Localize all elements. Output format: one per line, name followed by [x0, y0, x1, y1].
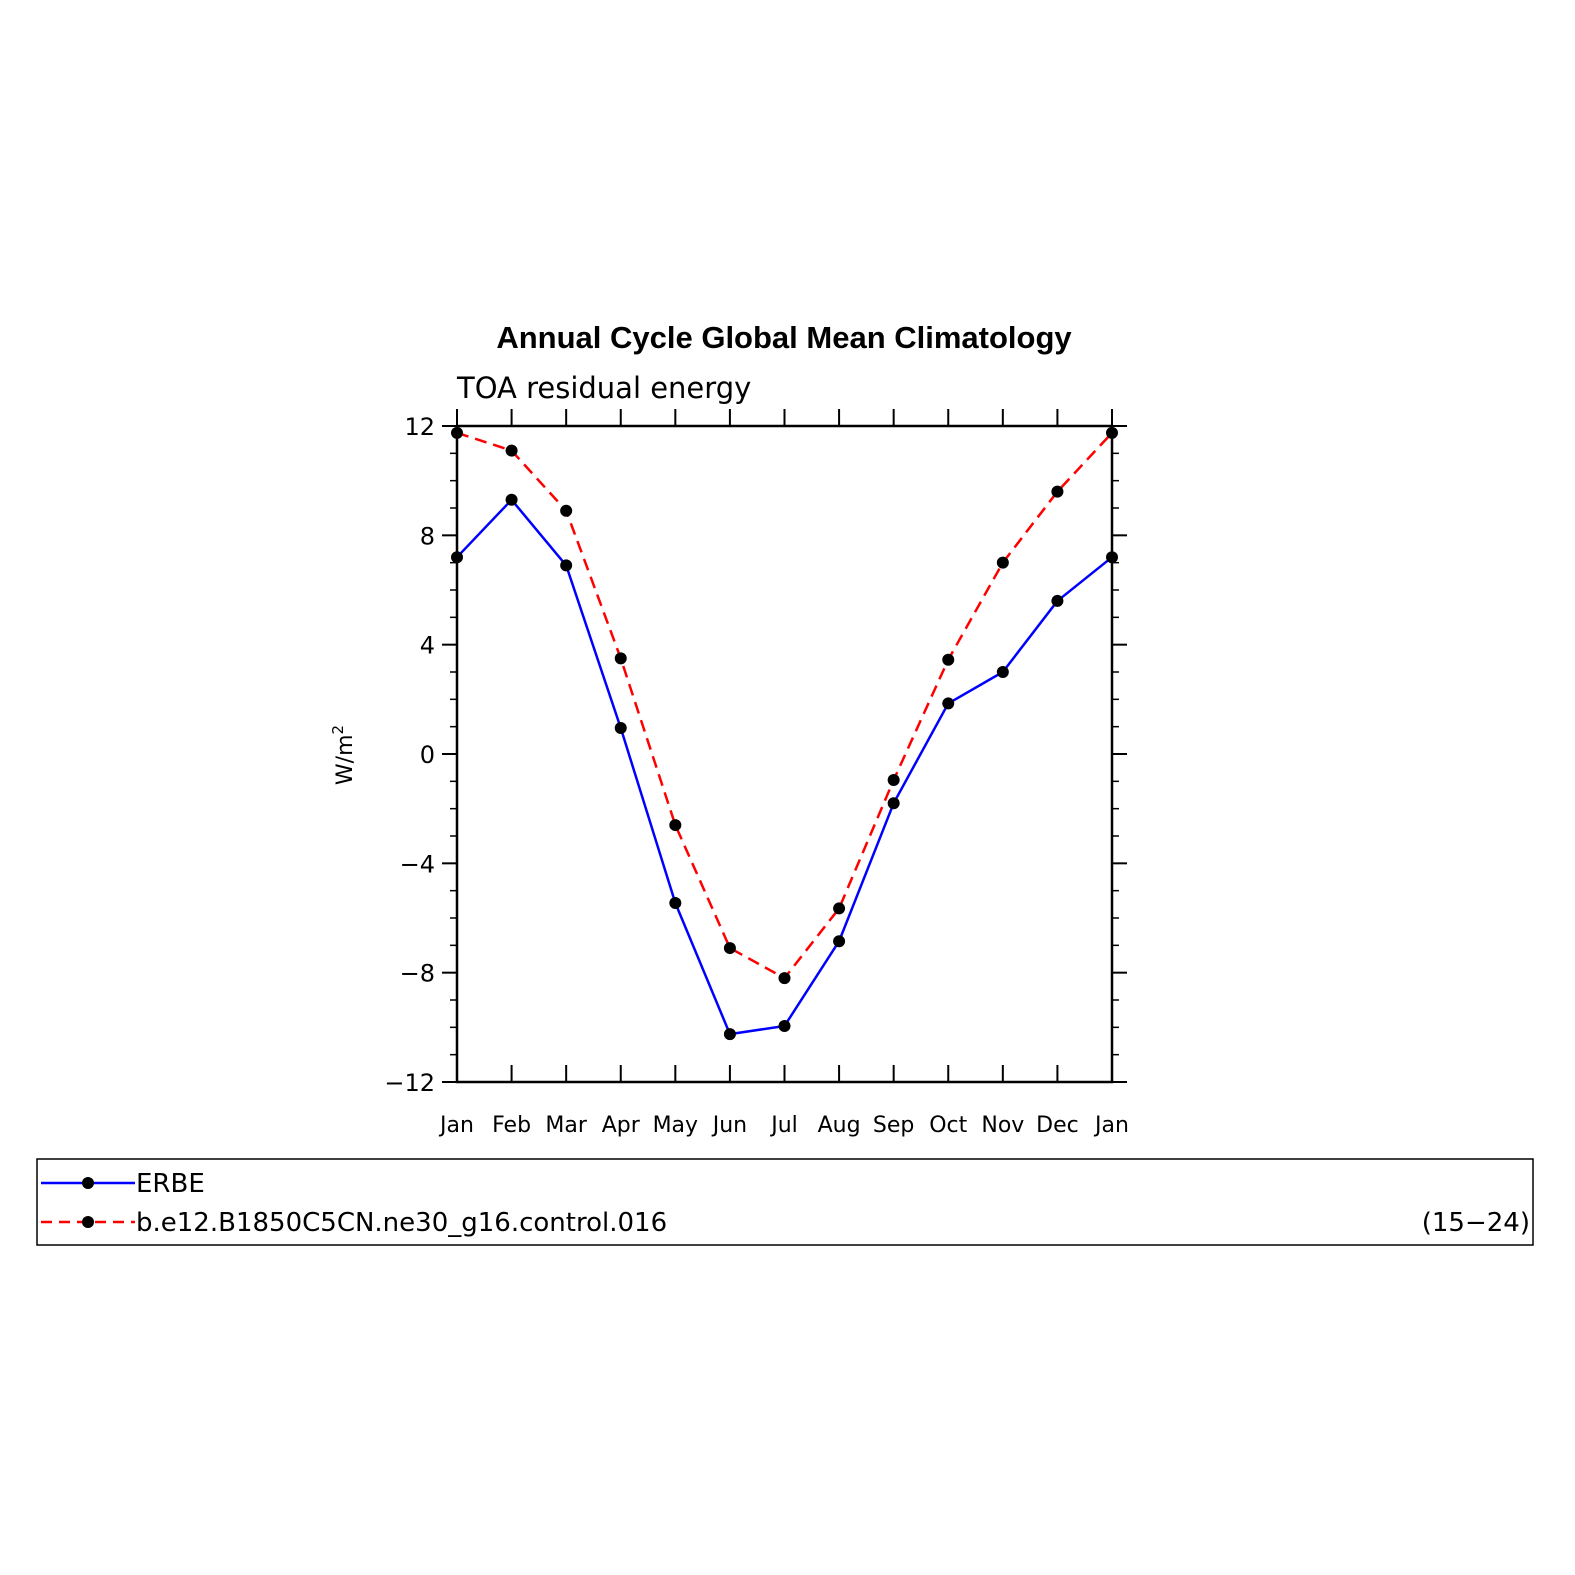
legend-label-model: b.e12.B1850C5CN.ne30_g16.control.016 [136, 1208, 667, 1238]
series-1-point [778, 972, 791, 985]
y-tick-label: 12 [404, 413, 435, 441]
series-line-0 [456, 498, 1113, 1036]
y-tick-label: −12 [384, 1069, 435, 1097]
series-1-point [1106, 426, 1118, 439]
legend-label-erbe: ERBE [136, 1169, 205, 1199]
chart-title: Annual Cycle Global Mean Climatology [496, 320, 1072, 355]
y-axis-label: W/m2 [329, 725, 358, 785]
x-tick-label: Sep [873, 1113, 914, 1138]
x-tick-label: Jan [1093, 1113, 1129, 1138]
series-0-point [723, 1028, 736, 1041]
x-tick-label: Apr [602, 1113, 641, 1138]
legend-box [36, 1158, 1534, 1246]
series-0-point [1106, 551, 1118, 564]
series-0-point [560, 559, 573, 572]
x-tick-label: Jan [438, 1113, 474, 1138]
legend-note-model: (15−24) [1422, 1208, 1530, 1238]
x-tick-label: Nov [981, 1113, 1024, 1138]
series-0-point [996, 666, 1009, 678]
series-0-point [614, 722, 627, 735]
series-1-point [669, 819, 682, 832]
series-0-point [451, 551, 463, 564]
x-tick-label: Oct [929, 1113, 967, 1138]
series-1-point [996, 556, 1009, 569]
series-1-point [505, 444, 518, 457]
x-tick-label: Aug [818, 1113, 861, 1138]
y-axis-label-text: W/m [333, 734, 358, 785]
x-tick-label: Jul [769, 1113, 798, 1138]
y-tick-label: −8 [400, 960, 435, 988]
series-1-point [942, 653, 955, 666]
series-0-point [1051, 594, 1064, 607]
legend-marker-erbe [82, 1177, 94, 1189]
series-line-1 [456, 431, 1113, 980]
y-tick-label: −4 [400, 850, 435, 878]
legend: ERBE b.e12.B1850C5CN.ne30_g16.control.01… [36, 1158, 1534, 1246]
x-tick-label: Mar [545, 1113, 587, 1138]
series-0-point [833, 935, 846, 948]
series-1-point [560, 504, 573, 517]
series-0-point [942, 697, 955, 710]
y-tick-label: 4 [420, 632, 435, 660]
series-1-point [833, 902, 846, 915]
y-axis-label-superscript: 2 [329, 725, 347, 735]
series-1-point [1051, 485, 1064, 498]
chart-subtitle: TOA residual energy [456, 371, 751, 405]
series-0-point [505, 493, 518, 506]
series-1-point [887, 773, 900, 786]
series-1-point [614, 652, 627, 665]
y-tick-label: 0 [420, 741, 435, 769]
x-tick-label: Dec [1036, 1113, 1079, 1138]
x-tick-label: May [653, 1113, 698, 1138]
y-tick-label: 8 [420, 522, 435, 550]
svg-text:W/m2: W/m2 [329, 725, 358, 785]
x-tick-label: Jun [711, 1113, 747, 1138]
series-0-point [669, 896, 682, 909]
series-1-point [723, 942, 736, 955]
series-0-point [778, 1019, 791, 1032]
x-tick-label: Feb [492, 1113, 531, 1138]
legend-marker-model [82, 1216, 94, 1228]
series-1-point [451, 426, 463, 439]
series-0-point [887, 797, 900, 810]
